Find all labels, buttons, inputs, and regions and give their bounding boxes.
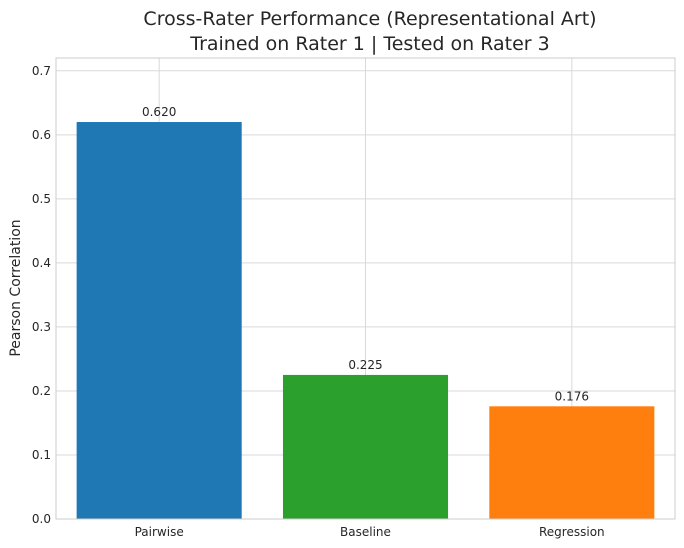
y-tick-labels: 0.0 0.1 0.2 0.3 0.4 0.5 0.6 0.7 — [32, 64, 51, 526]
chart-subtitle: Trained on Rater 1 | Tested on Rater 3 — [189, 33, 550, 55]
x-tick-label-pairwise: Pairwise — [135, 525, 184, 539]
plot-frame — [55, 57, 676, 520]
y-tick-label: 0.7 — [32, 64, 51, 78]
data-label-regression: 0.176 — [555, 389, 589, 403]
data-label-pairwise: 0.620 — [142, 105, 176, 119]
y-tick-label: 0.6 — [32, 128, 51, 142]
x-tick-labels: Pairwise Baseline Regression — [135, 525, 605, 539]
chart-title: Cross-Rater Performance (Representationa… — [143, 8, 596, 30]
x-tick-label-regression: Regression — [539, 525, 605, 539]
bar-baseline — [282, 374, 449, 519]
y-tick-label: 0.5 — [32, 192, 51, 206]
y-tick-label: 0.1 — [32, 448, 51, 462]
bar-pairwise — [76, 122, 242, 520]
data-labels: 0.620 0.225 0.176 — [142, 105, 589, 403]
y-tick-label: 0.0 — [32, 512, 51, 526]
y-tick-label: 0.2 — [32, 384, 51, 398]
x-tick-label-baseline: Baseline — [340, 525, 391, 539]
y-tick-label: 0.3 — [32, 320, 51, 334]
bars — [76, 122, 655, 520]
y-tick-label: 0.4 — [32, 256, 51, 270]
y-axis-label: Pearson Correlation — [8, 219, 24, 356]
bar-regression — [489, 406, 655, 519]
data-label-baseline: 0.225 — [348, 358, 382, 372]
